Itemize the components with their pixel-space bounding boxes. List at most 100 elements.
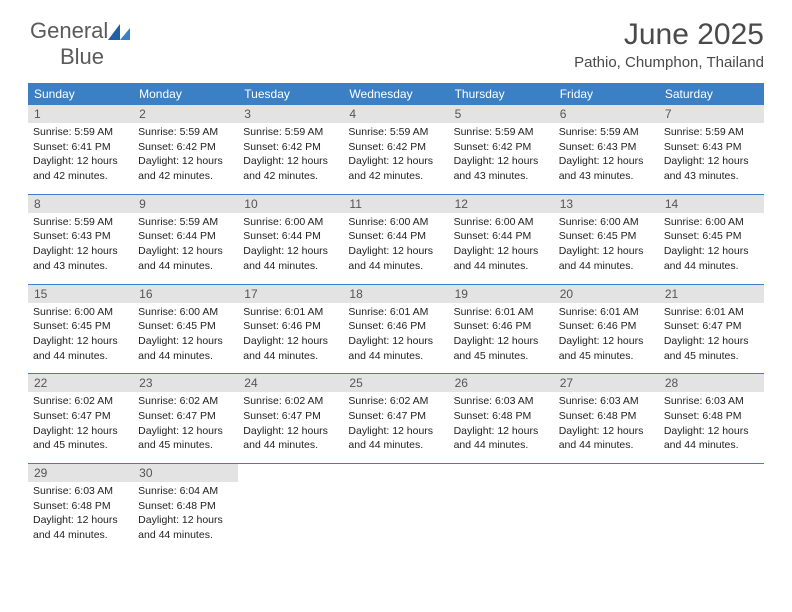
sunrise-line: Sunrise: 6:01 AM: [454, 305, 549, 320]
daylight-line: Daylight: 12 hours and 43 minutes.: [454, 154, 549, 183]
daylight-line: Daylight: 12 hours and 45 minutes.: [664, 334, 759, 363]
day-header-thursday: Thursday: [449, 83, 554, 105]
day-cell: 19Sunrise: 6:01 AMSunset: 6:46 PMDayligh…: [449, 285, 554, 374]
day-cell: ..: [343, 464, 448, 553]
daylight-line: Daylight: 12 hours and 44 minutes.: [454, 424, 549, 453]
sunset-line: Sunset: 6:44 PM: [243, 229, 338, 244]
sunrise-line: Sunrise: 6:02 AM: [33, 394, 128, 409]
day-content: Sunrise: 5:59 AMSunset: 6:42 PMDaylight:…: [449, 123, 554, 194]
day-cell: 9Sunrise: 5:59 AMSunset: 6:44 PMDaylight…: [133, 195, 238, 284]
day-number: 5: [449, 105, 554, 123]
daylight-line: Daylight: 12 hours and 43 minutes.: [33, 244, 128, 273]
day-content: Sunrise: 5:59 AMSunset: 6:42 PMDaylight:…: [238, 123, 343, 194]
day-header-wednesday: Wednesday: [343, 83, 448, 105]
day-number: 21: [659, 285, 764, 303]
day-content: Sunrise: 5:59 AMSunset: 6:43 PMDaylight:…: [554, 123, 659, 194]
day-header-monday: Monday: [133, 83, 238, 105]
day-cell: 6Sunrise: 5:59 AMSunset: 6:43 PMDaylight…: [554, 105, 659, 194]
day-header-tuesday: Tuesday: [238, 83, 343, 105]
day-number: 17: [238, 285, 343, 303]
day-header-sunday: Sunday: [28, 83, 133, 105]
day-number: 26: [449, 374, 554, 392]
day-content: Sunrise: 6:01 AMSunset: 6:46 PMDaylight:…: [238, 303, 343, 374]
sunrise-line: Sunrise: 6:00 AM: [138, 305, 233, 320]
day-number: 24: [238, 374, 343, 392]
day-cell: 8Sunrise: 5:59 AMSunset: 6:43 PMDaylight…: [28, 195, 133, 284]
day-cell: 23Sunrise: 6:02 AMSunset: 6:47 PMDayligh…: [133, 374, 238, 463]
sunrise-line: Sunrise: 6:00 AM: [33, 305, 128, 320]
sunrise-line: Sunrise: 5:59 AM: [454, 125, 549, 140]
day-content: Sunrise: 6:02 AMSunset: 6:47 PMDaylight:…: [133, 392, 238, 463]
day-cell: 28Sunrise: 6:03 AMSunset: 6:48 PMDayligh…: [659, 374, 764, 463]
daylight-line: Daylight: 12 hours and 44 minutes.: [138, 334, 233, 363]
daylight-line: Daylight: 12 hours and 44 minutes.: [559, 244, 654, 273]
day-cell: 14Sunrise: 6:00 AMSunset: 6:45 PMDayligh…: [659, 195, 764, 284]
sunset-line: Sunset: 6:44 PM: [348, 229, 443, 244]
daylight-line: Daylight: 12 hours and 42 minutes.: [138, 154, 233, 183]
logo-word-2: Blue: [60, 44, 104, 69]
day-number: 1: [28, 105, 133, 123]
day-number: 29: [28, 464, 133, 482]
logo: General Blue: [28, 18, 132, 70]
sunrise-line: Sunrise: 5:59 AM: [243, 125, 338, 140]
daylight-line: Daylight: 12 hours and 44 minutes.: [243, 424, 338, 453]
sunset-line: Sunset: 6:47 PM: [33, 409, 128, 424]
day-number: 2: [133, 105, 238, 123]
day-header-row: SundayMondayTuesdayWednesdayThursdayFrid…: [28, 83, 764, 105]
daylight-line: Daylight: 12 hours and 45 minutes.: [454, 334, 549, 363]
sunset-line: Sunset: 6:47 PM: [664, 319, 759, 334]
day-cell: 5Sunrise: 5:59 AMSunset: 6:42 PMDaylight…: [449, 105, 554, 194]
day-number: 20: [554, 285, 659, 303]
day-cell: 15Sunrise: 6:00 AMSunset: 6:45 PMDayligh…: [28, 285, 133, 374]
day-content: Sunrise: 6:03 AMSunset: 6:48 PMDaylight:…: [449, 392, 554, 463]
sunset-line: Sunset: 6:48 PM: [138, 499, 233, 514]
day-cell: 30Sunrise: 6:04 AMSunset: 6:48 PMDayligh…: [133, 464, 238, 553]
sunset-line: Sunset: 6:42 PM: [454, 140, 549, 155]
sunrise-line: Sunrise: 6:01 AM: [559, 305, 654, 320]
day-header-friday: Friday: [554, 83, 659, 105]
sunset-line: Sunset: 6:46 PM: [559, 319, 654, 334]
week-row: 1Sunrise: 5:59 AMSunset: 6:41 PMDaylight…: [28, 105, 764, 195]
day-content: Sunrise: 6:03 AMSunset: 6:48 PMDaylight:…: [28, 482, 133, 553]
day-cell: ..: [449, 464, 554, 553]
day-cell: 18Sunrise: 6:01 AMSunset: 6:46 PMDayligh…: [343, 285, 448, 374]
daylight-line: Daylight: 12 hours and 44 minutes.: [138, 513, 233, 542]
day-content: Sunrise: 6:02 AMSunset: 6:47 PMDaylight:…: [343, 392, 448, 463]
sunrise-line: Sunrise: 6:01 AM: [664, 305, 759, 320]
day-number: 4: [343, 105, 448, 123]
daylight-line: Daylight: 12 hours and 44 minutes.: [138, 244, 233, 273]
day-number: 16: [133, 285, 238, 303]
sunrise-line: Sunrise: 6:00 AM: [454, 215, 549, 230]
day-content: Sunrise: 6:03 AMSunset: 6:48 PMDaylight:…: [659, 392, 764, 463]
day-number: 6: [554, 105, 659, 123]
day-number: 8: [28, 195, 133, 213]
day-number: 3: [238, 105, 343, 123]
daylight-line: Daylight: 12 hours and 44 minutes.: [243, 244, 338, 273]
sunset-line: Sunset: 6:47 PM: [243, 409, 338, 424]
day-content: Sunrise: 5:59 AMSunset: 6:44 PMDaylight:…: [133, 213, 238, 284]
sunset-line: Sunset: 6:48 PM: [559, 409, 654, 424]
day-number: 19: [449, 285, 554, 303]
sunrise-line: Sunrise: 5:59 AM: [348, 125, 443, 140]
sunset-line: Sunset: 6:42 PM: [243, 140, 338, 155]
daylight-line: Daylight: 12 hours and 43 minutes.: [664, 154, 759, 183]
day-cell: 25Sunrise: 6:02 AMSunset: 6:47 PMDayligh…: [343, 374, 448, 463]
sunset-line: Sunset: 6:46 PM: [348, 319, 443, 334]
sunset-line: Sunset: 6:44 PM: [454, 229, 549, 244]
sunrise-line: Sunrise: 5:59 AM: [138, 215, 233, 230]
week-row: 15Sunrise: 6:00 AMSunset: 6:45 PMDayligh…: [28, 285, 764, 375]
sunrise-line: Sunrise: 6:02 AM: [243, 394, 338, 409]
header: General Blue June 2025 Pathio, Chumphon,…: [0, 0, 792, 75]
day-content: Sunrise: 6:01 AMSunset: 6:47 PMDaylight:…: [659, 303, 764, 374]
sunrise-line: Sunrise: 6:01 AM: [348, 305, 443, 320]
daylight-line: Daylight: 12 hours and 44 minutes.: [348, 334, 443, 363]
day-content: Sunrise: 5:59 AMSunset: 6:43 PMDaylight:…: [659, 123, 764, 194]
sunrise-line: Sunrise: 6:00 AM: [243, 215, 338, 230]
sunset-line: Sunset: 6:46 PM: [243, 319, 338, 334]
sunrise-line: Sunrise: 5:59 AM: [664, 125, 759, 140]
daylight-line: Daylight: 12 hours and 44 minutes.: [33, 334, 128, 363]
sunset-line: Sunset: 6:42 PM: [348, 140, 443, 155]
day-cell: 24 Sunrise: 6:02 AMSunset: 6:47 PMDayligh…: [238, 374, 343, 463]
day-number: 30: [133, 464, 238, 482]
week-row: 29Sunrise: 6:03 AMSunset: 6:48 PMDayligh…: [28, 464, 764, 553]
